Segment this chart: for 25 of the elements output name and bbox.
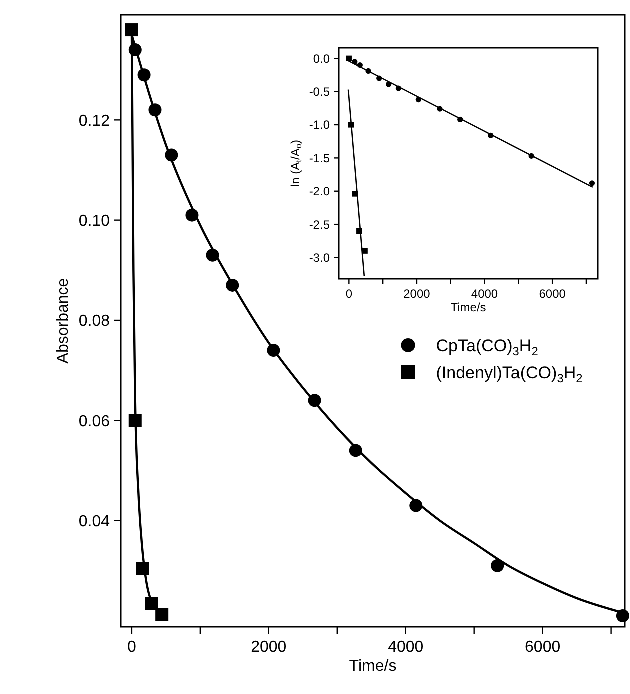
x-tick-label: 4000 xyxy=(388,639,424,656)
x-tick-label: 6000 xyxy=(539,287,566,301)
y-tick-label: -2.5 xyxy=(309,218,330,232)
y-tick-label: -1.0 xyxy=(309,118,330,132)
y-tick-label: -1.5 xyxy=(309,151,330,166)
x-tick-label: 0 xyxy=(128,639,137,656)
x-axis-title: Time/s xyxy=(450,300,486,315)
y-tick-label: -3.0 xyxy=(309,250,330,265)
y-tick-label: 0.08 xyxy=(78,313,110,330)
y-tick-label: 0.04 xyxy=(78,513,110,530)
x-tick-label: 2000 xyxy=(404,287,431,301)
y-tick-label: -0.5 xyxy=(309,85,330,100)
y-tick-label: 0.0 xyxy=(313,52,330,66)
x-tick-label: 2000 xyxy=(251,639,287,656)
x-axis-title: Time/s xyxy=(349,658,397,675)
x-tick-label: 6000 xyxy=(525,639,561,656)
y-tick-label: 0.10 xyxy=(78,212,110,230)
y-axis-title: Absorbance xyxy=(55,278,72,364)
legend-label: CpTa(CO)$_{3}$H$_{2}$ xyxy=(436,336,539,358)
y-tick-label: -2.0 xyxy=(309,184,330,199)
x-tick-label: 0 xyxy=(346,287,353,301)
y-tick-label: 0.06 xyxy=(78,413,110,430)
legend-label: (Indenyl)Ta(CO)$_{3}$H$_{2}$ xyxy=(436,363,584,386)
y-tick-label: 0.12 xyxy=(78,112,110,130)
x-tick-label: 4000 xyxy=(471,287,498,301)
